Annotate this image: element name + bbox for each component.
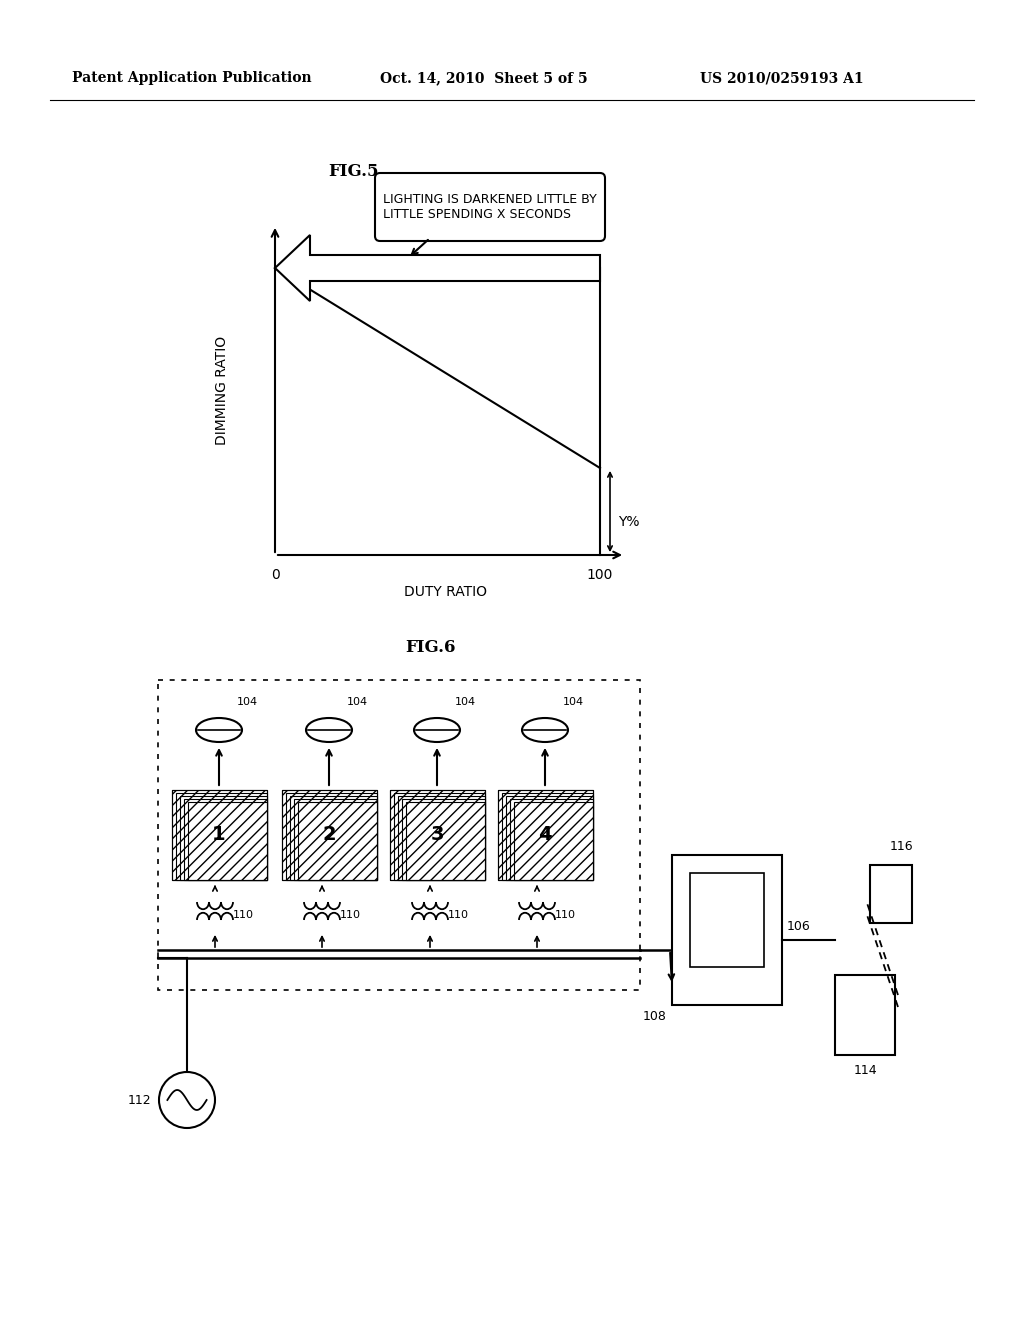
Text: 110: 110 (555, 909, 575, 920)
Text: 4: 4 (539, 825, 552, 845)
Bar (180, 796, 267, 880)
Bar (188, 803, 267, 880)
Text: LIGHTING IS DARKENED LITTLE BY
LITTLE SPENDING X SECONDS: LIGHTING IS DARKENED LITTLE BY LITTLE SP… (383, 193, 597, 220)
Bar (290, 796, 377, 880)
Text: Patent Application Publication: Patent Application Publication (72, 71, 311, 84)
Text: 108: 108 (643, 1011, 667, 1023)
Text: 110: 110 (449, 909, 469, 920)
Ellipse shape (522, 718, 568, 742)
FancyBboxPatch shape (375, 173, 605, 242)
Bar (176, 793, 267, 880)
Text: DUTY RATIO: DUTY RATIO (403, 585, 486, 599)
Polygon shape (275, 235, 600, 301)
Bar (690, 873, 764, 968)
Bar (402, 799, 485, 880)
Text: 104: 104 (563, 697, 584, 708)
Bar (672, 855, 782, 1005)
Text: 104: 104 (237, 697, 258, 708)
Text: 100: 100 (587, 568, 613, 582)
Text: 0: 0 (270, 568, 280, 582)
Text: Y%: Y% (618, 515, 640, 528)
Text: 112: 112 (127, 1093, 151, 1106)
Bar (390, 789, 485, 880)
Bar (286, 793, 377, 880)
Bar (398, 796, 485, 880)
Bar (394, 793, 485, 880)
Ellipse shape (306, 718, 352, 742)
Bar (172, 789, 267, 880)
Bar (158, 680, 640, 990)
Ellipse shape (414, 718, 460, 742)
Text: 110: 110 (233, 909, 254, 920)
Bar (282, 789, 377, 880)
Bar (510, 799, 593, 880)
Bar (514, 803, 593, 880)
Bar (502, 793, 593, 880)
Text: 110: 110 (340, 909, 361, 920)
Bar (870, 865, 912, 923)
Bar (172, 789, 267, 880)
Text: 104: 104 (455, 697, 476, 708)
Bar (498, 789, 593, 880)
Bar (498, 789, 593, 880)
Text: 116: 116 (889, 841, 912, 854)
Bar (835, 975, 895, 1055)
Text: FIG.6: FIG.6 (404, 639, 456, 656)
Text: 104: 104 (347, 697, 368, 708)
Bar (406, 803, 485, 880)
Bar (282, 789, 377, 880)
Bar (298, 803, 377, 880)
Ellipse shape (196, 718, 242, 742)
Text: Oct. 14, 2010  Sheet 5 of 5: Oct. 14, 2010 Sheet 5 of 5 (380, 71, 588, 84)
Bar (506, 796, 593, 880)
Bar (294, 799, 377, 880)
Circle shape (159, 1072, 215, 1129)
Text: US 2010/0259193 A1: US 2010/0259193 A1 (700, 71, 863, 84)
Text: DIMMING RATIO: DIMMING RATIO (215, 335, 229, 445)
Text: 3: 3 (430, 825, 443, 845)
Text: 114: 114 (853, 1064, 877, 1077)
Bar (390, 789, 485, 880)
Text: 2: 2 (323, 825, 336, 845)
Text: 106: 106 (787, 920, 811, 932)
Text: FIG.5: FIG.5 (328, 164, 379, 181)
Text: 1: 1 (212, 825, 226, 845)
Bar (184, 799, 267, 880)
